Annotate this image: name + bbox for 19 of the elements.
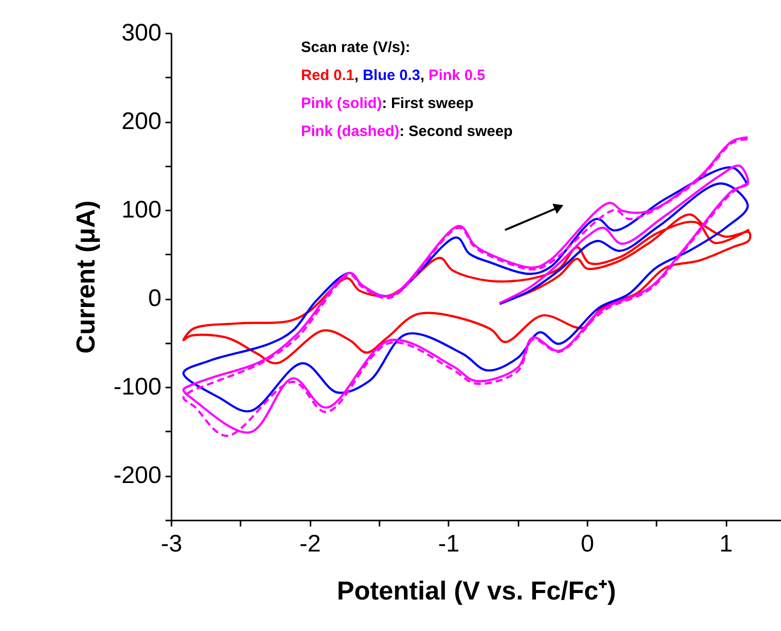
y-tick-label: 200 [121,108,162,136]
y-tick-label: 0 [148,285,162,312]
line-series [182,213,750,364]
x-tick-label: 1 [719,530,733,558]
annotation: Red 0.1, Blue 0.3, Pink 0.5 [301,67,486,84]
y-tick-label: -200 [113,462,162,490]
x-tick-label: 0 [580,530,594,558]
y-tick-label: 300 [121,20,162,46]
annotation: Pink (dashed): Second sweep [301,123,513,140]
annotation: Scan rate (V/s): [301,39,410,56]
y-tick-label: 100 [121,196,162,224]
y-tick-label: -100 [113,374,162,401]
annotation: Pink (solid): First sweep [301,95,474,112]
y-axis-title: Current (μA) [70,200,100,354]
x-tick-label: -1 [438,530,460,558]
x-tick-label: -2 [299,530,321,558]
line-series [182,166,749,412]
x-axis-title: Potential (V vs. Fc/Fc⁺) [336,576,616,606]
x-tick-label: -3 [160,530,182,558]
